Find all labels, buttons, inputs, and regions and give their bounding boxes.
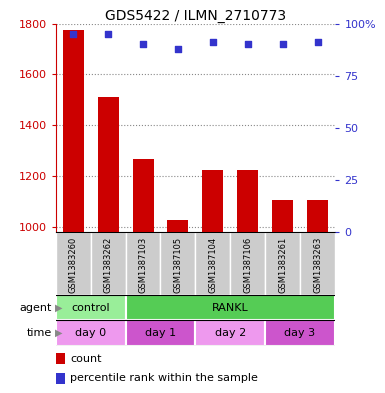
Bar — [132, 160, 154, 393]
Bar — [265, 232, 300, 295]
Text: percentile rank within the sample: percentile rank within the sample — [70, 373, 258, 383]
Text: day 0: day 0 — [75, 328, 106, 338]
Point — [70, 31, 76, 37]
Text: GSM1383260: GSM1383260 — [69, 237, 78, 293]
Text: count: count — [70, 354, 102, 364]
Bar — [126, 320, 195, 346]
Point — [140, 41, 146, 48]
Text: GSM1387103: GSM1387103 — [139, 237, 147, 293]
Bar — [167, 220, 188, 393]
Text: day 2: day 2 — [215, 328, 246, 338]
Bar — [203, 170, 223, 393]
Text: GSM1383261: GSM1383261 — [278, 237, 287, 293]
Text: GSM1383262: GSM1383262 — [104, 237, 113, 293]
Bar — [307, 200, 328, 393]
Text: ▶: ▶ — [55, 303, 62, 312]
Text: GSM1387105: GSM1387105 — [173, 237, 182, 293]
Bar — [63, 30, 84, 393]
Bar — [300, 232, 335, 295]
Bar — [56, 232, 91, 295]
Bar — [56, 320, 126, 346]
Bar — [126, 232, 161, 295]
Text: time: time — [27, 328, 52, 338]
Text: ▶: ▶ — [55, 328, 62, 338]
Point — [105, 31, 111, 37]
Bar — [230, 232, 265, 295]
Point — [280, 41, 286, 48]
Bar — [195, 320, 265, 346]
Bar — [195, 232, 230, 295]
Text: GSM1387104: GSM1387104 — [208, 237, 218, 293]
Bar — [272, 200, 293, 393]
Text: day 3: day 3 — [285, 328, 316, 338]
Bar — [237, 170, 258, 393]
Bar — [98, 97, 119, 393]
Point — [175, 46, 181, 52]
Text: GSM1383263: GSM1383263 — [313, 237, 322, 293]
Text: agent: agent — [20, 303, 52, 312]
Point — [244, 41, 251, 48]
Title: GDS5422 / ILMN_2710773: GDS5422 / ILMN_2710773 — [105, 9, 286, 22]
Bar — [91, 232, 126, 295]
Bar — [56, 295, 126, 320]
Bar — [126, 295, 335, 320]
Point — [315, 39, 321, 46]
Text: RANKL: RANKL — [212, 303, 249, 312]
Text: control: control — [71, 303, 110, 312]
Text: day 1: day 1 — [145, 328, 176, 338]
Bar — [265, 320, 335, 346]
Point — [210, 39, 216, 46]
Text: GSM1387106: GSM1387106 — [243, 237, 252, 293]
Bar — [161, 232, 195, 295]
